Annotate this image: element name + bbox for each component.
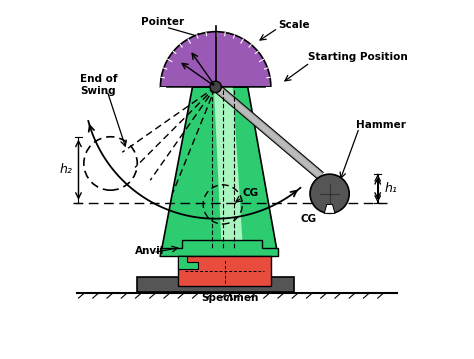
Text: Anvil: Anvil — [135, 246, 164, 256]
Text: Hammer: Hammer — [356, 120, 406, 130]
Polygon shape — [214, 87, 244, 256]
Polygon shape — [160, 241, 278, 256]
Text: Pointer: Pointer — [141, 17, 184, 27]
Text: h₁: h₁ — [385, 182, 398, 195]
Wedge shape — [160, 32, 271, 87]
Text: Specimen: Specimen — [201, 293, 258, 303]
Polygon shape — [178, 256, 198, 269]
Polygon shape — [324, 204, 335, 213]
Text: End of
Swing: End of Swing — [80, 74, 118, 96]
Bar — [178, 256, 271, 286]
Text: Scale: Scale — [278, 20, 310, 30]
Text: h₂: h₂ — [59, 163, 72, 176]
Text: CG: CG — [242, 187, 258, 197]
Bar — [137, 278, 294, 292]
Circle shape — [210, 81, 221, 93]
Polygon shape — [160, 87, 278, 256]
Circle shape — [310, 174, 349, 213]
Text: Starting Position: Starting Position — [308, 52, 408, 62]
Text: CG: CG — [300, 214, 316, 224]
